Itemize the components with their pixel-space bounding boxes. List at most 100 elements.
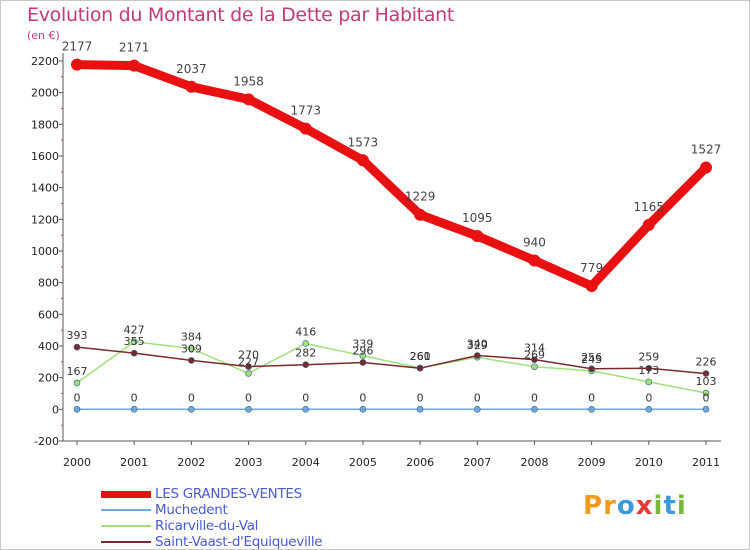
- data-point: [471, 229, 484, 242]
- logo-letter: P: [583, 491, 604, 521]
- legend-item: Ricarville-du-Val: [101, 518, 361, 534]
- chart-title: Evolution du Montant de la Dette par Hab…: [27, 4, 455, 26]
- data-label: 1527: [691, 143, 722, 157]
- series-lines: [71, 58, 712, 413]
- y-tick-label: 1800: [31, 118, 59, 131]
- data-label: 355: [124, 335, 145, 348]
- y-tick-label: 800: [38, 277, 59, 290]
- data-label: 226: [696, 356, 717, 369]
- y-tick-label: 1600: [31, 150, 59, 163]
- legend-label: Muchedent: [155, 502, 228, 518]
- data-point: [185, 80, 198, 93]
- data-point: [588, 406, 595, 413]
- data-label: 243: [581, 353, 602, 366]
- data-label: 940: [523, 236, 546, 250]
- y-tick-label: 0: [52, 403, 59, 416]
- data-label: 256: [581, 351, 602, 364]
- x-tick-label: 2009: [578, 456, 606, 469]
- data-label: 260: [410, 350, 431, 363]
- data-label: 393: [67, 329, 88, 342]
- data-label: 309: [181, 342, 202, 355]
- data-label: 173: [638, 364, 659, 377]
- data-point: [302, 361, 310, 368]
- data-point: [588, 365, 595, 373]
- legend: LES GRANDES-VENTES Muchedent Ricarville-du…: [101, 486, 361, 550]
- y-tick-label: 1400: [31, 182, 59, 195]
- x-tick-label: 2001: [120, 456, 148, 469]
- data-point: [642, 218, 655, 231]
- data-point: [73, 406, 81, 413]
- data-point: [242, 93, 255, 106]
- logo-letter: i: [676, 491, 687, 521]
- y-tick-label: 1000: [31, 245, 59, 258]
- data-point: [700, 161, 712, 174]
- data-point: [585, 279, 598, 292]
- y-tick-label: 600: [38, 308, 59, 321]
- logo-letter: t: [663, 491, 677, 521]
- data-label: 282: [295, 347, 316, 360]
- data-labels: 0 0 0 0 0 0 0 0 0 0 0 0 167 427 384 227 416 339 261 329 269 2…: [62, 40, 722, 405]
- x-tick-label: 2007: [463, 456, 491, 469]
- data-label: 103: [696, 375, 717, 388]
- legend-item: Muchedent: [101, 502, 361, 518]
- data-label: 227: [238, 355, 259, 368]
- data-point: [645, 365, 653, 372]
- data-point: [702, 389, 710, 397]
- legend-swatch: [101, 525, 151, 527]
- data-point: [645, 378, 653, 386]
- data-label: 384: [181, 331, 202, 344]
- data-label: 2037: [176, 62, 207, 76]
- data-label: 0: [74, 391, 81, 404]
- x-tick-label: 2002: [177, 456, 205, 469]
- data-point: [359, 406, 367, 413]
- legend-swatch: [101, 541, 151, 543]
- data-label: 269: [524, 349, 545, 362]
- data-label: 0: [359, 391, 366, 404]
- data-point: [188, 345, 195, 352]
- data-label: 1773: [290, 104, 321, 118]
- x-tick-label: 2011: [692, 456, 720, 469]
- data-point: [702, 370, 710, 377]
- y-tick-label: 2200: [31, 55, 59, 68]
- legend-label: Ricarville-du-Val: [155, 518, 259, 534]
- data-point: [245, 406, 252, 413]
- data-point: [299, 122, 312, 135]
- data-point: [130, 349, 138, 357]
- data-point: [528, 254, 541, 267]
- data-label: 1573: [348, 135, 379, 149]
- data-point: [702, 406, 710, 413]
- proxiti-logo: Proxiti: [583, 491, 687, 521]
- data-label: 270: [238, 349, 259, 362]
- data-point: [645, 406, 653, 413]
- data-label: 339: [352, 338, 373, 351]
- data-point: [245, 370, 252, 377]
- data-label: 296: [352, 344, 373, 357]
- legend-swatch: [101, 491, 151, 498]
- x-tick-label: 2005: [349, 456, 377, 469]
- series-line-0: [72, 60, 711, 291]
- y-axis-unit: (en €): [27, 29, 60, 42]
- series-line-2: [76, 340, 707, 394]
- data-point: [359, 359, 367, 366]
- data-point: [302, 340, 310, 347]
- data-point: [356, 154, 369, 167]
- data-label: 0: [188, 391, 195, 404]
- series-line-3: [76, 346, 707, 375]
- data-label: 0: [703, 391, 710, 404]
- data-label: 2177: [62, 40, 93, 54]
- data-label: 1229: [405, 190, 436, 204]
- data-label: 0: [531, 391, 538, 404]
- legend-item: Saint-Vaast-d'Equiqueville: [101, 534, 361, 550]
- data-label: 0: [302, 391, 309, 404]
- data-point: [531, 406, 538, 413]
- data-point: [414, 208, 427, 221]
- legend-swatch: [101, 509, 151, 511]
- data-label: 0: [417, 391, 424, 404]
- x-tick-label: 2008: [520, 456, 548, 469]
- data-point: [130, 338, 138, 346]
- x-tick-label: 2010: [635, 456, 663, 469]
- x-tick-label: 2006: [406, 456, 434, 469]
- data-point: [73, 343, 81, 351]
- data-label: 427: [124, 324, 145, 337]
